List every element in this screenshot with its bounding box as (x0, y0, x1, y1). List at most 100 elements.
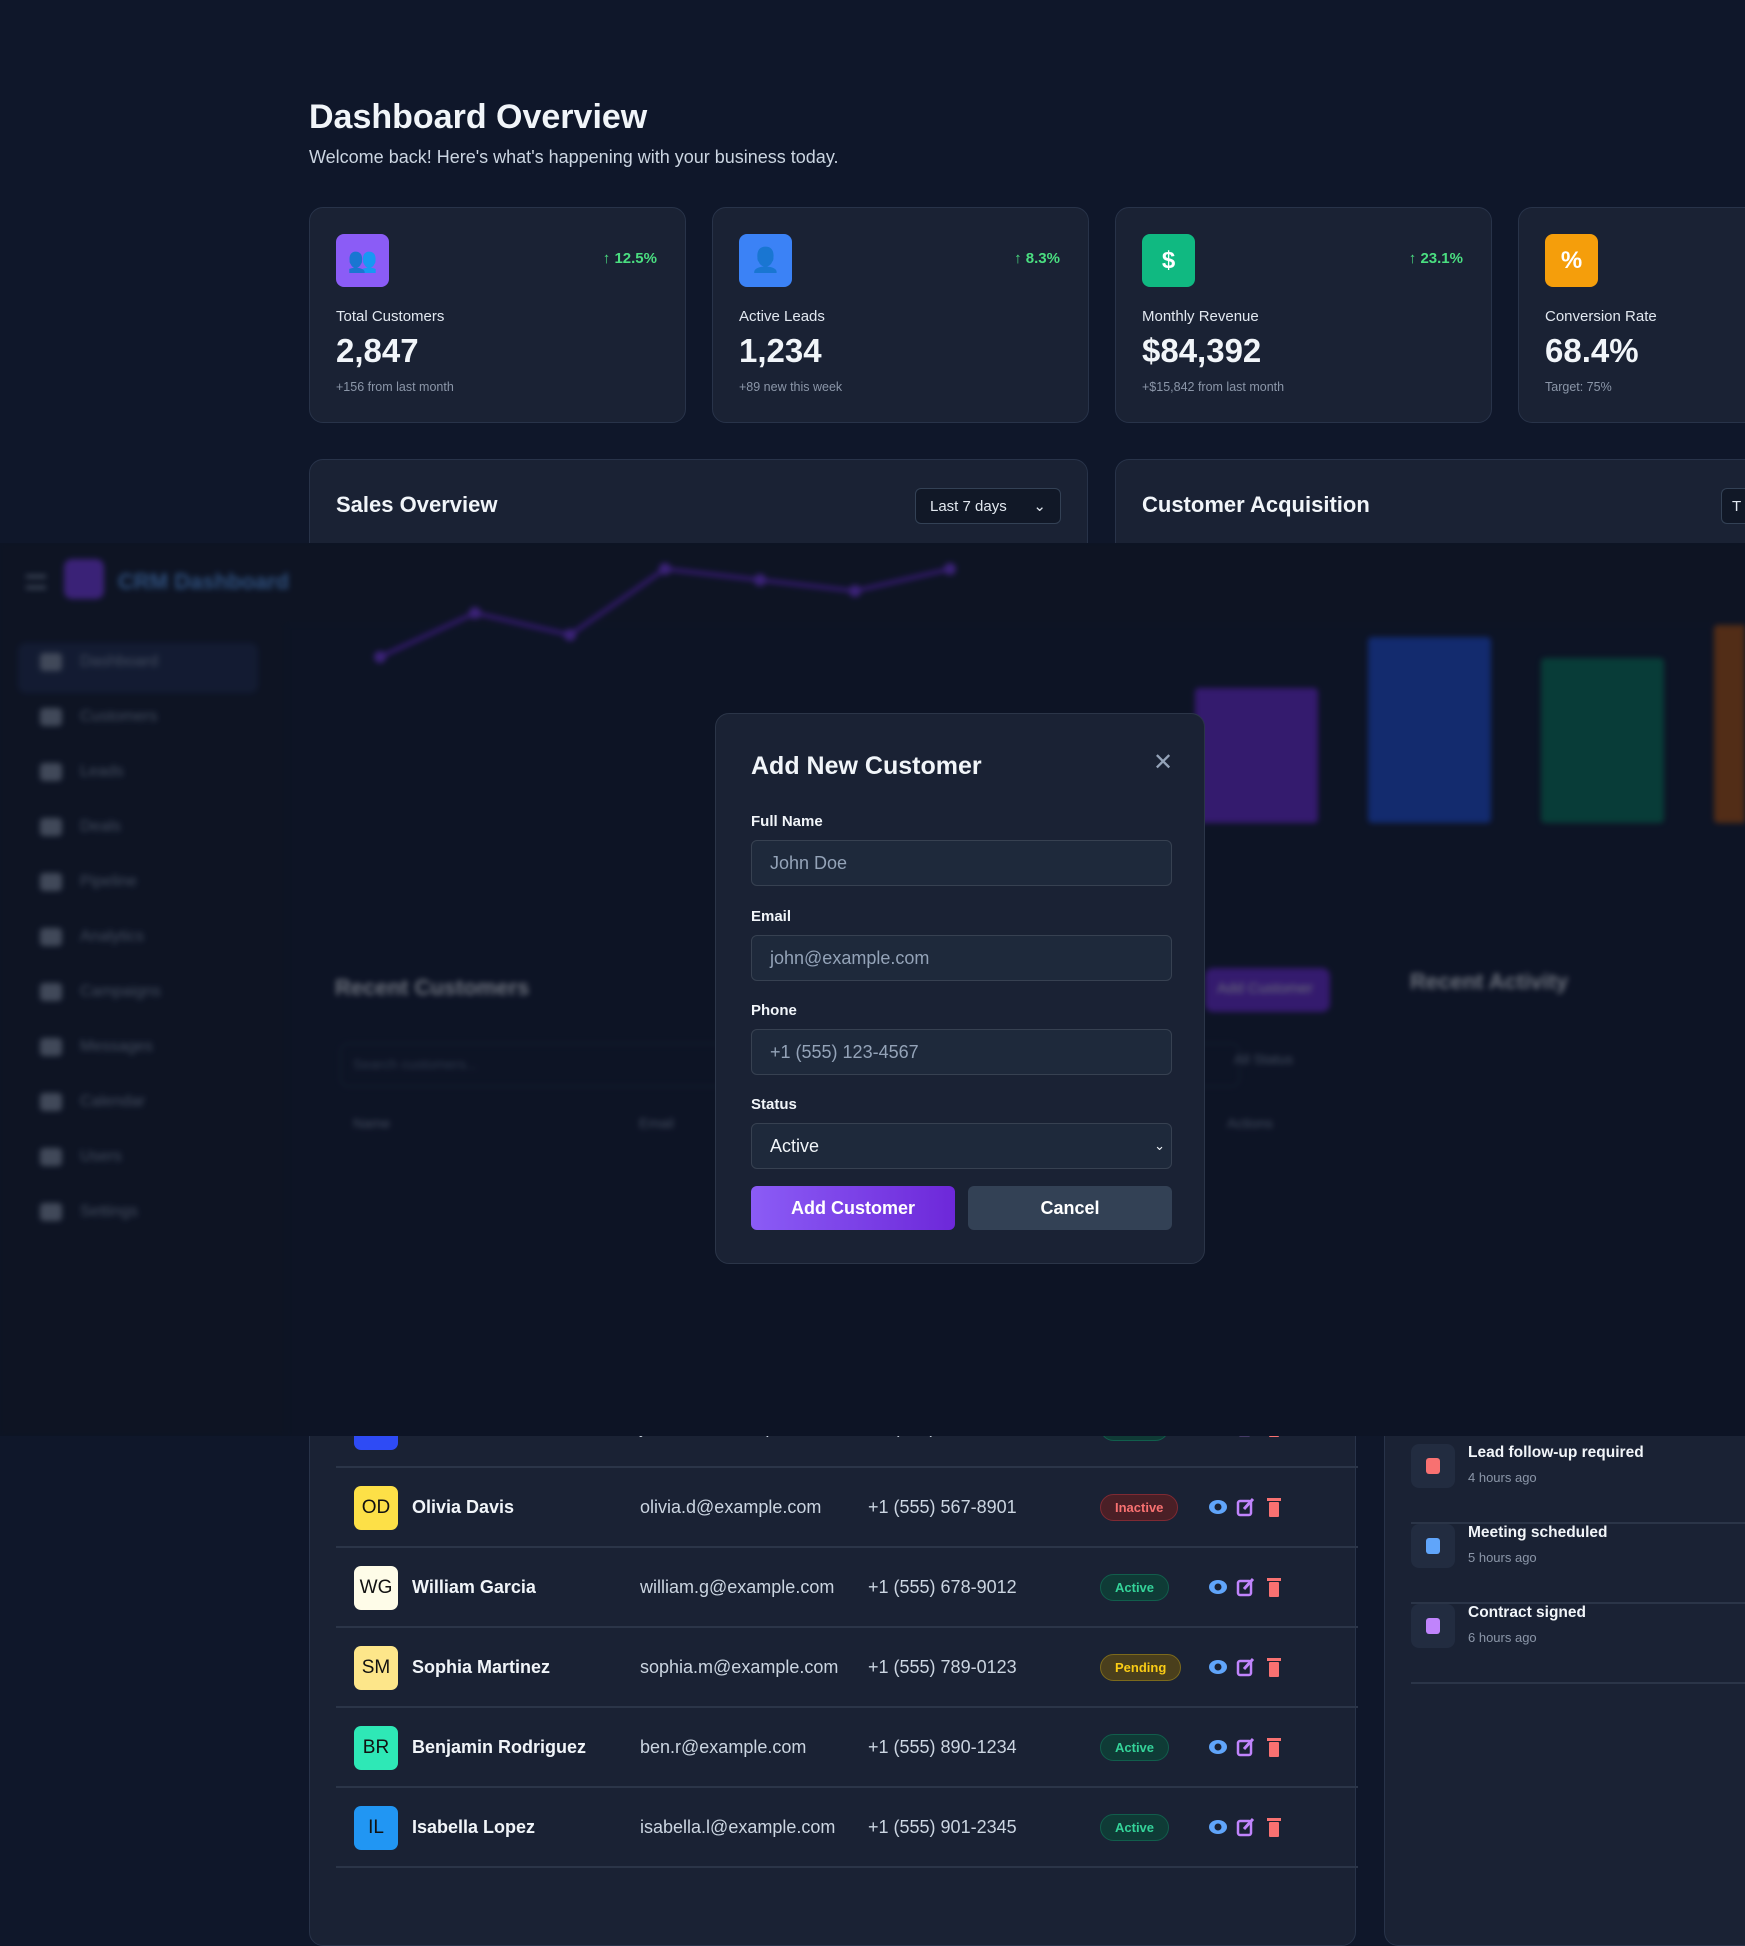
sidebar-item: Calendar (40, 1093, 145, 1111)
sidebar-item-label: Analytics (80, 928, 145, 945)
stat-value: 68.4% (1545, 332, 1639, 369)
sales-point (849, 585, 861, 597)
email-input[interactable]: john@example.com (751, 935, 1172, 981)
stat-label: Monthly Revenue (1142, 308, 1259, 325)
percent-icon: % (1545, 234, 1598, 287)
edit-icon[interactable] (1236, 1656, 1256, 1678)
acquisition-bar (1368, 637, 1491, 823)
sidebar-item-label: Deals (80, 818, 121, 835)
status-badge: Inactive (1100, 1494, 1179, 1521)
stat-value: 2,847 (336, 332, 419, 369)
customer-email: william.g@example.com (640, 1577, 835, 1597)
delete-icon[interactable] (1264, 1736, 1284, 1758)
activity-item: Contract signed 6 hours ago (1411, 1604, 1745, 1684)
edit-icon[interactable] (1236, 1736, 1256, 1758)
delete-icon[interactable] (1264, 1816, 1284, 1838)
customer-name: Benjamin Rodriguez (412, 1737, 587, 1757)
sales-point (659, 563, 671, 575)
add-customer-submit-button[interactable]: Add Customer (751, 1186, 955, 1230)
arrow-up-icon: ↑ (602, 250, 611, 267)
nav-icon (40, 653, 62, 671)
customer-acquisition-title: Customer Acquisition (1142, 492, 1370, 517)
nav-icon (40, 763, 62, 781)
activity-icon (1411, 1524, 1455, 1568)
status-select[interactable]: Active ⌄ (751, 1123, 1172, 1169)
nav-icon (40, 1203, 62, 1221)
acquisition-bar (1541, 658, 1664, 823)
nav-icon (40, 1038, 62, 1056)
edit-icon[interactable] (1236, 1576, 1256, 1598)
avatar: WG (354, 1566, 398, 1610)
sidebar-item: Messages (40, 1038, 153, 1056)
view-icon[interactable] (1208, 1816, 1228, 1838)
avatar: OD (354, 1486, 398, 1530)
delete-icon[interactable] (1264, 1576, 1284, 1598)
avatar: SM (354, 1646, 398, 1690)
trend-up: ↑ 23.1% (1409, 250, 1463, 267)
stat-label: Conversion Rate (1545, 308, 1657, 325)
customer-email: ben.r@example.com (640, 1737, 807, 1757)
edit-icon[interactable] (1236, 1496, 1256, 1518)
customer-name: William Garcia (412, 1577, 536, 1597)
page-subtitle: Welcome back! Here's what's happening wi… (309, 147, 839, 167)
acquisition-bar (1195, 688, 1318, 823)
dollar-icon: $ (1142, 234, 1195, 287)
sidebar (0, 623, 285, 1436)
trend-up: ↑ 12.5% (603, 250, 657, 267)
customer-phone: +1 (555) 890-1234 (868, 1737, 1017, 1757)
trend-up: ↑ 8.3% (1014, 250, 1060, 267)
activity-title: Lead follow-up required (1468, 1444, 1644, 1461)
sidebar-item-label: Dashboard (80, 653, 159, 670)
delete-icon[interactable] (1264, 1656, 1284, 1678)
activity-time: 5 hours ago (1468, 1550, 1537, 1565)
column-header: Actions (1227, 1115, 1273, 1131)
edit-icon[interactable] (1236, 1816, 1256, 1838)
delete-icon[interactable] (1264, 1496, 1284, 1518)
table-row: WG William Garcia william.g@example.com … (336, 1548, 1358, 1628)
activity-time: 4 hours ago (1468, 1470, 1537, 1485)
sales-point (469, 607, 481, 619)
customer-name: Isabella Lopez (412, 1817, 536, 1837)
sidebar-item: Customers (40, 708, 157, 726)
view-icon[interactable] (1208, 1576, 1228, 1598)
sidebar-item-label: Customers (80, 708, 158, 725)
customer-name: Sophia Martinez (412, 1657, 551, 1677)
phone-input[interactable]: +1 (555) 123-4567 (751, 1029, 1172, 1075)
arrow-up-icon: ↑ (1408, 250, 1417, 267)
stat-label: Active Leads (739, 308, 825, 325)
customer-email: isabella.l@example.com (640, 1817, 836, 1837)
view-icon[interactable] (1208, 1736, 1228, 1758)
sidebar-item-label: Calendar (80, 1093, 145, 1110)
nav-icon (40, 983, 62, 1001)
customer-name: Olivia Davis (412, 1497, 515, 1517)
full-name-input[interactable]: John Doe (751, 840, 1172, 886)
view-icon[interactable] (1208, 1496, 1228, 1518)
user-plus-icon: 👤 (739, 234, 792, 287)
stat-card: 👤 ↑ 8.3% Active Leads 1,234 +89 new this… (712, 207, 1089, 423)
recent-customers-title: Recent Customers (335, 975, 530, 1000)
status-badge: Active (1100, 1814, 1170, 1841)
sales-point (374, 651, 386, 663)
recent-activity-title: Recent Activity (1410, 969, 1569, 994)
sales-point (944, 563, 956, 575)
add-customer-button-bg: Add Customer (1205, 968, 1330, 1012)
close-icon[interactable]: ✕ (1153, 749, 1174, 776)
sidebar-item: Leads (40, 763, 124, 781)
modal-title: Add New Customer (751, 752, 982, 780)
trend-value: 23.1% (1420, 250, 1463, 267)
view-icon[interactable] (1208, 1656, 1228, 1678)
trend-value: 12.5% (614, 250, 657, 267)
stat-card: 👥 ↑ 12.5% Total Customers 2,847 +156 fro… (309, 207, 686, 423)
status-select-value: Active (770, 1135, 820, 1156)
status-badge: Active (1100, 1734, 1170, 1761)
acquisition-range-select[interactable]: T (1721, 488, 1745, 524)
avatar: IL (354, 1806, 398, 1850)
status-badge: Pending (1100, 1654, 1182, 1681)
cancel-button[interactable]: Cancel (968, 1186, 1172, 1230)
nav-icon (40, 1148, 62, 1166)
sales-range-select[interactable]: Last 7 days ⌄ (915, 488, 1061, 524)
sidebar-item: Settings (40, 1203, 138, 1221)
arrow-up-icon: ↑ (1014, 250, 1022, 267)
app-name: CRM Dashboard (118, 569, 290, 594)
stat-note: +$15,842 from last month (1142, 380, 1285, 394)
